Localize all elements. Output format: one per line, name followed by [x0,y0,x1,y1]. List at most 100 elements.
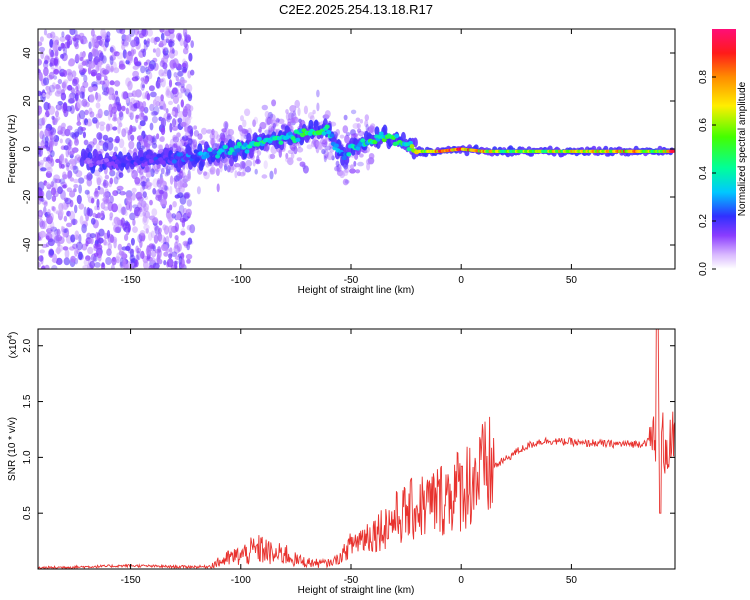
spectrogram-cell [290,152,295,159]
spectrogram-cell [88,107,93,115]
spectrogram-cell [62,184,67,189]
spectrogram-cell [143,39,147,45]
spectrogram-cell [133,206,141,217]
spectrogram-cell [176,104,180,114]
spectrogram-cell [71,70,77,78]
spectrogram-cell [43,201,48,207]
spectrogram-cell [38,141,41,147]
spectrogram-cell [169,166,174,171]
snr-series-line [38,329,675,569]
spectrogram-cell [113,216,120,225]
colorbar-tick-label: 0.6 [698,118,709,132]
spectrogram-cell [321,148,326,155]
spectrogram-cell [73,178,79,184]
spectrogram-cell [122,49,127,59]
spectrogram-cell [66,222,73,228]
spectrogram-cell [334,165,340,172]
spectrogram-cell [223,157,230,167]
spectrogram-cell [107,111,111,121]
spectrogram-cell [80,71,85,77]
spectrogram-cell [245,159,253,168]
spectrogram-cell [99,80,106,85]
spectrogram-cell [130,134,135,141]
spectrogram-cell [160,32,165,41]
spectrogram-cell [226,165,231,173]
spectrogram-cell [72,218,76,226]
spectrogram-cell [184,32,188,41]
colorbar-gradient [712,29,736,269]
spectrogram-cell [165,248,170,253]
spectrogram-cell [131,76,139,82]
spectrogram-cell [84,189,90,195]
spectrogram-cell [139,156,145,162]
spectrogram-cell [142,211,146,217]
spectrogram-cell [140,65,146,74]
spectrogram-cell [118,172,124,179]
spectrogram-cell [206,129,213,134]
spectrogram-cell [48,84,56,93]
spectrogram-cell [101,262,105,268]
spectrogram-cell [92,212,97,218]
spectrogram-cell [139,230,146,236]
spectrogram-cell [38,218,44,228]
spectrogram-cell [60,164,65,169]
spectrogram-cell [115,170,122,180]
spectrogram-cell [400,131,406,142]
spectrogram-cell [159,135,165,143]
y-tick-label: 0.5 [22,506,33,520]
spectrogram-cell [78,110,86,120]
spectrogram-cell [70,234,76,243]
spectrogram-cell [285,152,289,160]
spectrogram-cell [150,257,156,264]
spectrogram-cell [222,144,228,150]
spectrogram-cell [52,132,56,141]
spectrogram-cell [273,167,277,175]
spectrogram-cell [151,111,159,116]
spectrogram-cell [77,99,82,109]
spectrogram-cell [52,206,56,212]
spectrogram-cell [167,113,171,118]
spectrogram-cell [130,170,135,176]
spectrogram-cell [312,140,319,148]
spectrogram-cell [187,150,193,156]
spectrogram-cell [109,212,114,219]
spectrogram-cell [109,46,114,53]
spectrogram-cell [50,187,57,196]
spectrogram-cell [45,146,50,151]
spectrogram-cell [128,112,133,118]
spectrogram-x-ticks: -150 -100 -50 0 50 [121,29,577,286]
spectrogram-cell [38,105,43,115]
spectrogram-cell [139,120,146,127]
spectrogram-cell [229,156,234,167]
spectrogram-cell [342,125,349,134]
spectrogram-cell [78,251,83,260]
spectrogram-cell [39,249,45,254]
spectrogram-cell [175,212,182,221]
spectrogram-cell [372,139,378,145]
spectrogram-cell [75,85,79,92]
spectrogram-cell [264,129,271,135]
spectrogram-cell [169,46,175,54]
spectrogram-cell [82,265,90,269]
spectrogram-cell [145,163,152,173]
spectrogram-cell [132,127,136,132]
spectrogram-cell [344,179,350,184]
spectrogram-cell [166,208,170,214]
colorbar-label: Normalized spectral amplitude [737,81,748,216]
spectrogram-cell [92,137,98,145]
spectrogram-cell [87,246,94,255]
spectrogram-cell [74,29,78,36]
spectrogram-cell [109,234,115,243]
spectrogram-cell [75,241,83,251]
spectrogram-cell [64,249,70,259]
spectrogram-cell [232,151,238,156]
spectrogram-x-label: Height of straight line (km) [298,285,415,296]
spectrogram-cell [183,38,188,49]
spectrogram-cell [118,110,124,118]
spectrogram-cell [114,90,119,96]
spectrogram-cell [151,243,156,250]
spectrogram-cell [138,135,144,141]
spectrogram-cell [169,59,177,69]
spectrogram-cell [132,226,138,234]
spectrogram-cell [174,81,182,86]
